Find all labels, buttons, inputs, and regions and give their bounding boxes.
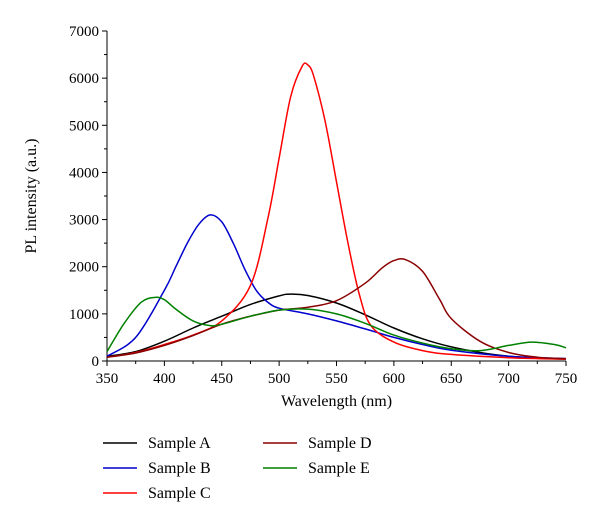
legend-item-sample-c: Sample C (103, 485, 211, 502)
legend-label: Sample D (308, 435, 372, 452)
series-line-sample-a (106, 293, 567, 360)
y-tick-label: 0 (92, 354, 100, 370)
x-tick-label: 500 (268, 371, 291, 387)
series-line-sample-b (106, 214, 567, 360)
x-tick-label: 650 (440, 371, 463, 387)
x-axis-title: Wavelength (nm) (281, 393, 392, 410)
legend-item-sample-d: Sample D (263, 435, 372, 452)
legend-label: Sample A (148, 435, 211, 452)
y-axis-title: PL intensity (a.u.) (23, 139, 40, 254)
x-tick-label: 700 (497, 371, 520, 387)
legend-label: Sample C (148, 485, 211, 502)
x-tick-label: 350 (96, 371, 119, 387)
x-tick-label: 600 (383, 371, 406, 387)
legend-label: Sample B (148, 460, 211, 477)
legend-item-sample-e: Sample E (263, 460, 370, 477)
y-tick-label: 6000 (69, 71, 99, 87)
y-tick-label: 1000 (69, 307, 99, 323)
x-tick-label: 400 (153, 371, 176, 387)
legend-label: Sample E (308, 460, 370, 477)
y-tick-label: 7000 (69, 24, 99, 40)
legend-item-sample-b: Sample B (103, 460, 211, 477)
x-tick-label: 750 (555, 371, 578, 387)
series-line-sample-c (106, 62, 567, 360)
series-line-sample-d (106, 258, 567, 360)
y-tick-label: 4000 (69, 165, 99, 181)
y-tick-label: 3000 (69, 213, 99, 229)
x-tick-label: 550 (325, 371, 348, 387)
series-line-sample-e (106, 296, 567, 352)
axis-ticks: 350 400 450 500 550 600 650 700 750 0 1000 2000 3000… (69, 24, 577, 387)
y-tick-label: 2000 (69, 260, 99, 276)
series-layer (106, 62, 567, 360)
legend-item-sample-a: Sample A (103, 435, 211, 452)
legend: Sample A Sample B Sample C Sample D Sample E (103, 435, 372, 502)
y-tick-label: 5000 (69, 118, 99, 134)
x-tick-label: 450 (211, 371, 234, 387)
